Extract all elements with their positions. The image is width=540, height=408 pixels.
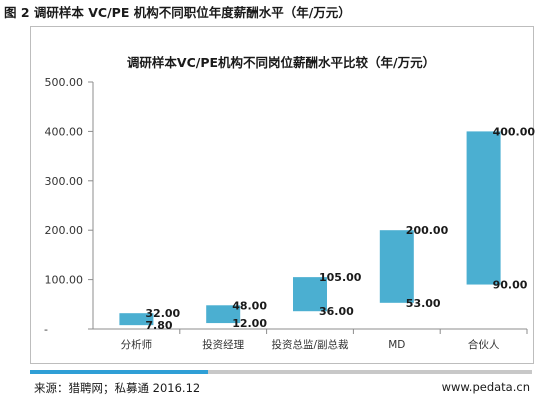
source-note: 来源：猎聘网；私募通 2016.12 [34, 381, 201, 395]
chart-frame [30, 26, 534, 364]
figure-title: 图 2 调研样本 VC/PE 机构不同职位年度薪酬水平（年/万元） [4, 5, 351, 20]
range-bar [119, 313, 154, 326]
footer-divider [208, 370, 532, 374]
category-label: 投资经理 [202, 338, 244, 351]
y-tick-label: 500.00 [45, 76, 84, 89]
high-value-label: 400.00 [493, 125, 536, 138]
y-tick-label: - [44, 323, 48, 336]
high-value-label: 48.00 [232, 299, 267, 312]
chart-labels: 32.007.80 分析师 48.00 12.00 投资经理 105.00 36.00 投资总… [121, 125, 536, 351]
chart-title: 调研样本VC/PE机构不同岗位薪酬水平比较（年/万元） [126, 55, 436, 70]
y-tick-label: 400.00 [45, 125, 84, 138]
high-value-label: 105.00 [319, 271, 362, 284]
category-label: MD [388, 339, 405, 351]
range-bar [466, 131, 501, 285]
site-url: www.pedata.cn [441, 380, 530, 394]
y-tick-label: 100.00 [45, 274, 84, 287]
range-bar [379, 230, 414, 303]
y-tick-label: 200.00 [45, 224, 84, 237]
category-label: 合伙人 [468, 338, 500, 351]
high-value-label: 32.00 [145, 307, 180, 320]
low-value-label: 36.00 [319, 305, 354, 318]
footer-divider-accent [30, 370, 208, 374]
category-label: 分析师 [121, 338, 153, 351]
range-bar [206, 305, 241, 324]
category-label: 投资总监/副总裁 [271, 338, 349, 351]
y-tick-label: 300.00 [45, 175, 84, 188]
chart-bars [119, 131, 501, 326]
low-value-label: 90.00 [493, 279, 528, 292]
low-value-label: 12.00 [232, 317, 267, 330]
range-bar [293, 277, 327, 312]
low-value-label: 53.00 [406, 297, 441, 310]
low-value-label: 7.80 [145, 319, 172, 332]
high-value-label: 200.00 [406, 224, 449, 237]
chart-axes: - 100.00 200.00 300.00 400.00 500.00 [44, 76, 528, 336]
